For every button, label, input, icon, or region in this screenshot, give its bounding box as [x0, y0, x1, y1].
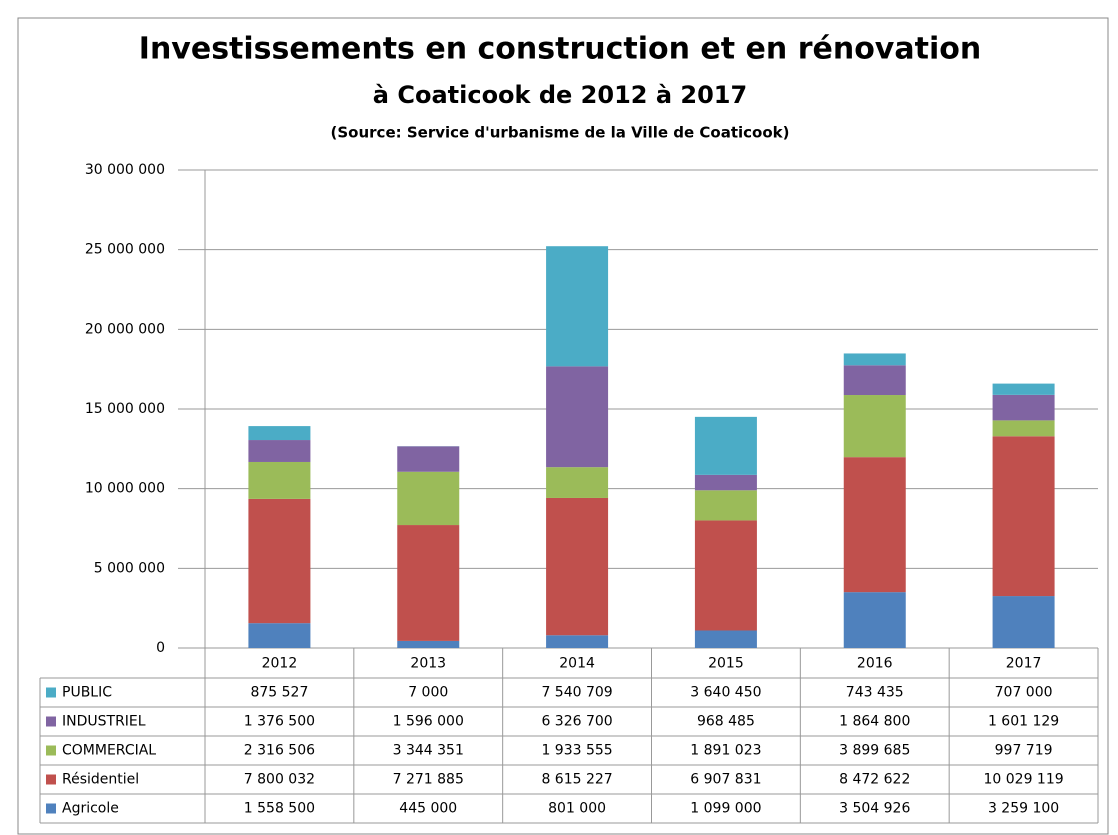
bar-segment [397, 525, 460, 641]
bar-segment [248, 426, 311, 441]
legend-key [46, 745, 56, 756]
bar-segment [546, 497, 609, 636]
bar-segment [843, 353, 906, 366]
table-value: 875 527 [250, 685, 308, 701]
x-tick-label: 2014 [559, 656, 595, 672]
table-value: 968 485 [697, 714, 755, 730]
table-value: 3 504 926 [839, 801, 910, 817]
bar-segment [992, 436, 1055, 597]
table-value: 3 259 100 [988, 801, 1059, 817]
bar-segment [397, 446, 460, 472]
bar-segment [992, 394, 1055, 421]
x-tick-label: 2015 [708, 656, 744, 672]
table-value: 8 472 622 [839, 772, 910, 788]
table-value: 1 376 500 [244, 714, 315, 730]
bar-segment [546, 467, 609, 498]
x-tick-label: 2012 [262, 656, 298, 672]
table-value: 743 435 [846, 685, 904, 701]
table-value: 1 596 000 [393, 714, 464, 730]
y-tick-label: 0 [156, 640, 165, 656]
bar-segment [546, 635, 609, 648]
bar-segment [248, 440, 311, 462]
table-value: 7 000 [408, 685, 448, 701]
table-value: 6 326 700 [541, 714, 612, 730]
y-tick-label: 30 000 000 [85, 162, 165, 178]
bar-segment [694, 474, 757, 491]
table-value: 3 344 351 [393, 743, 464, 759]
table-value: 2 316 506 [244, 743, 315, 759]
bar-segment [248, 623, 311, 648]
chart-title: Investissements en construction et en ré… [139, 32, 981, 67]
legend-key [46, 774, 56, 785]
table-value: 1 891 023 [690, 743, 761, 759]
bar-segment [546, 246, 609, 367]
bar-segment [843, 365, 906, 396]
table-value: 7 271 885 [393, 772, 464, 788]
legend-label: PUBLIC [62, 685, 112, 701]
table-value: 801 000 [548, 801, 606, 817]
bar-segment [694, 520, 757, 631]
bar-segment [843, 457, 906, 593]
legend-label: Résidentiel [62, 772, 139, 788]
table-value: 445 000 [399, 801, 457, 817]
bar-segment [397, 471, 460, 526]
x-tick-label: 2013 [410, 656, 446, 672]
y-tick-label: 5 000 000 [94, 560, 165, 576]
legend-label: INDUSTRIEL [62, 714, 146, 730]
bar-segment [694, 630, 757, 648]
bar-segment [843, 395, 906, 458]
table-value: 997 719 [995, 743, 1053, 759]
table-value: 1 558 500 [244, 801, 315, 817]
table-value: 1 933 555 [541, 743, 612, 759]
table-value: 3 899 685 [839, 743, 910, 759]
bar-segment [694, 416, 757, 475]
legend-key [46, 803, 56, 814]
legend-key [46, 687, 56, 698]
bar-segment [843, 592, 906, 648]
table-value: 7 800 032 [244, 772, 315, 788]
legend-label: COMMERCIAL [62, 743, 156, 759]
y-tick-label: 20 000 000 [85, 321, 165, 337]
table-value: 6 907 831 [690, 772, 761, 788]
table-value: 10 029 119 [983, 772, 1063, 788]
bar-segment [397, 640, 460, 648]
table-value: 1 099 000 [690, 801, 761, 817]
table-value: 7 540 709 [541, 685, 612, 701]
bar-segment [248, 498, 311, 624]
chart-subtitle: à Coaticook de 2012 à 2017 [373, 81, 747, 109]
x-tick-label: 2017 [1006, 656, 1042, 672]
legend-key [46, 716, 56, 727]
table-value: 1 601 129 [988, 714, 1059, 730]
y-tick-label: 25 000 000 [85, 242, 165, 258]
bar-segment [248, 461, 311, 499]
table-value: 1 864 800 [839, 714, 910, 730]
table-value: 3 640 450 [690, 685, 761, 701]
x-tick-label: 2016 [857, 656, 893, 672]
chart-source: (Source: Service d'urbanisme de la Ville… [331, 124, 790, 142]
bar-segment [992, 596, 1055, 648]
table-value: 8 615 227 [541, 772, 612, 788]
bar-segment [992, 383, 1055, 395]
y-tick-label: 15 000 000 [85, 401, 165, 417]
y-tick-label: 10 000 000 [85, 481, 165, 497]
bar-segment [546, 366, 609, 468]
table-value: 707 000 [995, 685, 1053, 701]
bar-segment [694, 490, 757, 521]
legend-label: Agricole [62, 801, 119, 817]
bar-segment [992, 420, 1055, 437]
